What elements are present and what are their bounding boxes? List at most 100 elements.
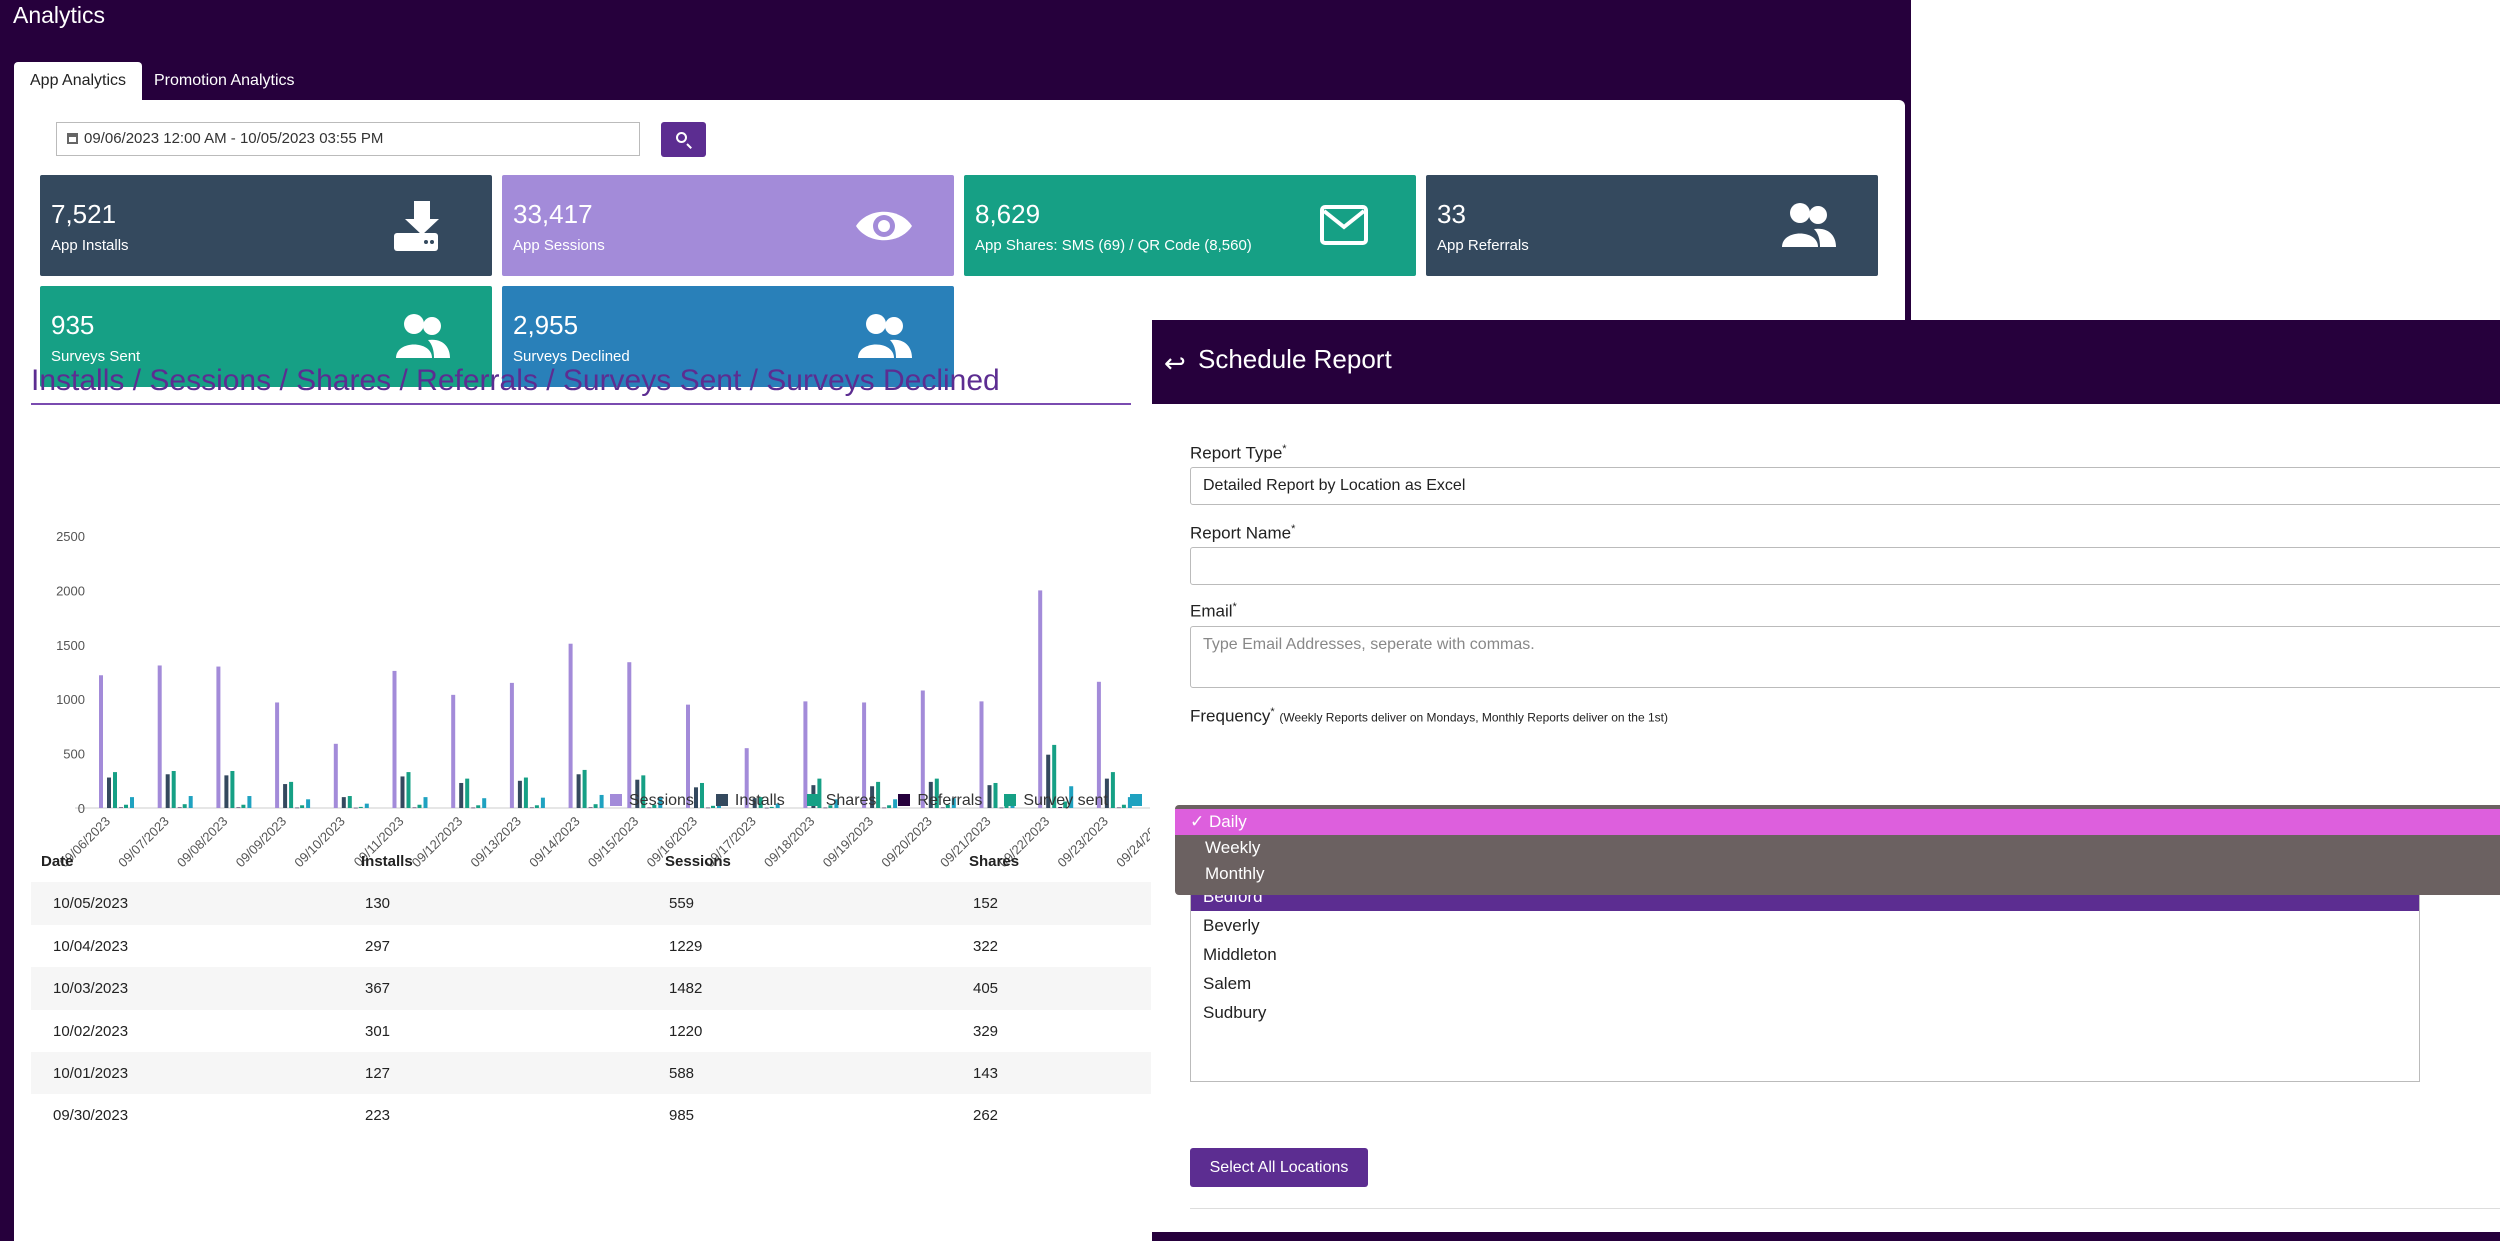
location-option[interactable]: Beverly: [1203, 916, 1260, 935]
bar[interactable]: [341, 797, 346, 808]
bar[interactable]: [247, 796, 252, 808]
bar[interactable]: [241, 804, 246, 808]
bar[interactable]: [1046, 754, 1051, 808]
bar[interactable]: [934, 778, 939, 808]
bar[interactable]: [509, 682, 514, 808]
bar[interactable]: [1058, 807, 1063, 808]
bar[interactable]: [700, 782, 704, 808]
bar[interactable]: [224, 775, 229, 808]
tab-app-analytics[interactable]: App Analytics: [14, 62, 143, 100]
bar[interactable]: [165, 774, 170, 808]
bar[interactable]: [758, 797, 763, 808]
bar[interactable]: [593, 804, 598, 808]
bar[interactable]: [999, 807, 1004, 809]
bar[interactable]: [920, 690, 925, 808]
bar[interactable]: [423, 797, 428, 808]
bar[interactable]: [641, 775, 646, 808]
bar[interactable]: [459, 782, 464, 808]
bar[interactable]: [817, 778, 822, 808]
location-option[interactable]: Salem: [1203, 974, 1252, 993]
bar[interactable]: [862, 702, 867, 808]
location-option[interactable]: Sudbury: [1203, 1003, 1267, 1022]
email-input[interactable]: Type Email Addresses, seperate with comm…: [1190, 626, 2500, 688]
bar[interactable]: [752, 798, 757, 808]
frequency-option[interactable]: Weekly: [1205, 838, 1261, 857]
bar[interactable]: [236, 807, 241, 808]
select-all-locations-button[interactable]: Select All Locations: [1190, 1148, 1368, 1187]
bar[interactable]: [706, 807, 710, 809]
bar[interactable]: [157, 665, 162, 808]
location-list[interactable]: Bedford Beverly Middleton Salem Sudbury: [1190, 882, 2420, 1082]
bar[interactable]: [177, 807, 182, 808]
bar[interactable]: [1038, 590, 1043, 808]
bar[interactable]: [744, 748, 749, 808]
bar[interactable]: [392, 670, 397, 808]
bar[interactable]: [300, 805, 305, 808]
report-name-input[interactable]: [1190, 547, 2500, 585]
bar[interactable]: [182, 804, 187, 808]
bar[interactable]: [686, 704, 690, 808]
bar[interactable]: [1063, 801, 1068, 808]
bar[interactable]: [576, 774, 581, 808]
bar[interactable]: [876, 781, 881, 808]
bar[interactable]: [124, 804, 128, 808]
bar[interactable]: [476, 805, 481, 808]
bar[interactable]: [940, 807, 945, 809]
bar[interactable]: [647, 807, 652, 809]
bar[interactable]: [523, 777, 528, 808]
bar[interactable]: [588, 807, 593, 808]
legend-item[interactable]: Shares: [806, 792, 876, 810]
bar[interactable]: [358, 806, 363, 808]
frequency-option[interactable]: ✓ Daily: [1175, 809, 2500, 835]
bar[interactable]: [471, 807, 476, 809]
bar[interactable]: [834, 799, 839, 808]
bar[interactable]: [406, 772, 411, 808]
bar[interactable]: [711, 805, 715, 808]
bar[interactable]: [882, 807, 887, 809]
bar[interactable]: [130, 797, 134, 808]
search-button[interactable]: [661, 122, 706, 157]
bar[interactable]: [775, 803, 780, 808]
bar[interactable]: [306, 799, 311, 808]
legend-item[interactable]: [1129, 792, 1149, 810]
bar[interactable]: [119, 807, 123, 808]
bar[interactable]: [993, 782, 998, 808]
bar[interactable]: [517, 780, 522, 808]
bar[interactable]: [1121, 804, 1126, 808]
bar[interactable]: [482, 798, 487, 808]
bar[interactable]: [887, 805, 892, 808]
legend-item[interactable]: Survey sent: [1004, 792, 1108, 810]
bar[interactable]: [945, 804, 950, 808]
bar[interactable]: [803, 701, 808, 808]
bar[interactable]: [694, 787, 698, 808]
bar[interactable]: [1004, 805, 1009, 808]
bar[interactable]: [465, 778, 470, 808]
legend-item[interactable]: Sessions: [610, 792, 694, 810]
bar[interactable]: [400, 776, 405, 808]
bar[interactable]: [107, 777, 111, 808]
bar[interactable]: [1052, 744, 1057, 808]
bar[interactable]: [893, 799, 898, 808]
bar[interactable]: [347, 796, 352, 808]
bar[interactable]: [764, 807, 769, 809]
bar[interactable]: [295, 807, 300, 809]
bar[interactable]: [1096, 681, 1101, 808]
bar[interactable]: [1104, 778, 1109, 808]
tab-promotion-analytics[interactable]: Promotion Analytics: [154, 72, 295, 89]
bar[interactable]: [1116, 807, 1121, 809]
bar[interactable]: [951, 798, 956, 808]
legend-item[interactable]: Referrals: [898, 792, 982, 810]
bar[interactable]: [658, 797, 663, 808]
bar[interactable]: [540, 797, 545, 808]
bar[interactable]: [987, 785, 992, 808]
bar[interactable]: [99, 675, 103, 808]
bar[interactable]: [364, 803, 369, 808]
bar[interactable]: [823, 807, 828, 809]
bar[interactable]: [870, 786, 875, 808]
bar[interactable]: [113, 772, 117, 808]
bar[interactable]: [652, 804, 657, 808]
bar[interactable]: [230, 771, 235, 808]
bar[interactable]: [582, 769, 587, 808]
bar[interactable]: [635, 779, 640, 808]
bar[interactable]: [529, 807, 534, 809]
